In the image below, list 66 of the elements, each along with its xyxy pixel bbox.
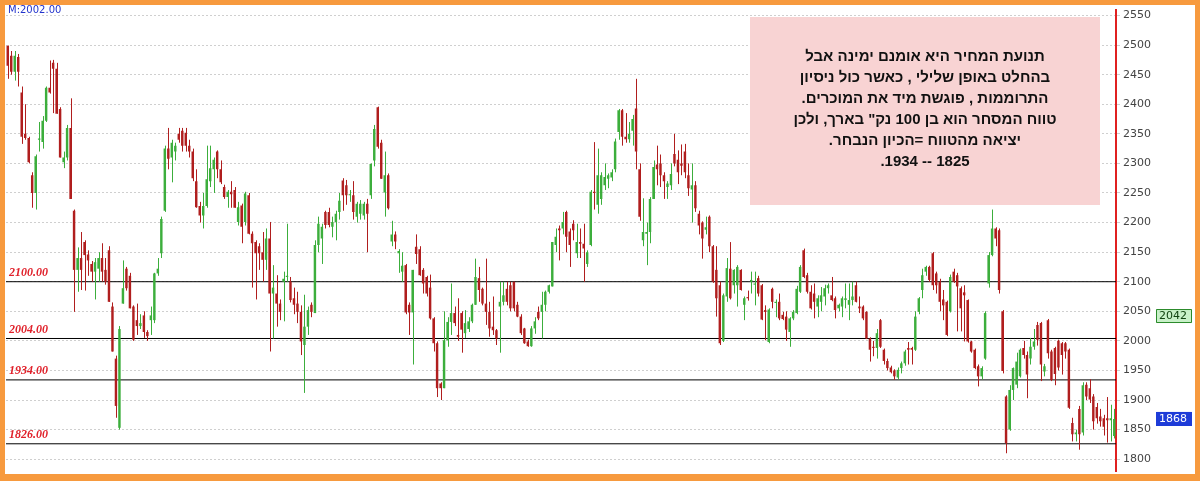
candlestick <box>816 294 819 318</box>
y-tick-label: 2250 <box>1123 185 1152 199</box>
y-tick-label: 1850 <box>1123 422 1152 436</box>
candlestick <box>872 340 875 357</box>
annotation: M:2002.00 <box>8 4 62 15</box>
candlestick <box>750 271 753 295</box>
candlestick <box>275 274 278 328</box>
candlestick <box>317 216 320 253</box>
candlestick <box>921 268 924 299</box>
candlestick <box>289 276 292 303</box>
candlestick <box>352 180 355 221</box>
text: 1868 <box>1159 411 1187 425</box>
candlestick <box>680 143 683 176</box>
candlestick <box>453 306 456 327</box>
candlestick <box>296 291 299 324</box>
candlestick <box>331 216 334 238</box>
candlestick <box>397 248 400 274</box>
ref-line-label: 2004.00 <box>8 321 48 336</box>
ref-line-label: 2100.00 <box>8 264 48 279</box>
candlestick <box>575 223 578 259</box>
y-tick-label: 2500 <box>1123 37 1152 51</box>
candlestick <box>1029 337 1032 366</box>
candlestick <box>359 199 362 221</box>
candlestick <box>76 246 79 293</box>
note-box: תנועת המחיר היא אומנם ימינה אבל בהחלט באופן שלילי , כאשר כול ניסיון התרוממות , פוגשת מיד את המוכרים. טווח המסחר הוא בן 100 נק" בארך, ולכן יציאה מהטווח =הכיון הנבחר. 1825 -- 1934. <box>750 17 1100 205</box>
y-tick-label: 2300 <box>1123 156 1152 170</box>
candlestick <box>456 297 460 342</box>
candlestick <box>1109 404 1112 442</box>
y-tick-label: 2000 <box>1123 333 1152 347</box>
y-tick-label: 2450 <box>1123 67 1152 81</box>
y-tick-label: 1900 <box>1123 392 1152 406</box>
candlestick <box>1032 328 1036 351</box>
y-tick-label: 2150 <box>1123 244 1152 258</box>
y-tick-label: 2200 <box>1123 215 1152 229</box>
candlestick <box>348 189 352 203</box>
candlestick <box>167 127 170 170</box>
candlestick <box>578 227 582 259</box>
candlestick <box>390 220 393 247</box>
candlestick <box>558 225 561 261</box>
candlestick <box>631 114 634 147</box>
candlestick <box>582 223 585 283</box>
y-tick-label: 2100 <box>1123 274 1152 288</box>
candlestick <box>844 282 847 309</box>
y-tick-label: 2050 <box>1123 304 1152 318</box>
candlestick <box>624 112 627 144</box>
y-tick-label: 1800 <box>1123 452 1152 466</box>
candlestick <box>509 281 512 312</box>
candlestick <box>753 271 756 306</box>
candlestick <box>282 271 285 322</box>
y-tick-label: 2550 <box>1123 8 1152 22</box>
text: 2042 <box>1159 308 1187 322</box>
ref-line-label: 1826.00 <box>9 426 48 441</box>
candlestick <box>48 59 51 95</box>
candlestick <box>617 108 620 141</box>
y-tick-label: 2400 <box>1123 97 1152 111</box>
candlestick <box>1071 417 1074 442</box>
candlestick <box>1106 396 1109 444</box>
candlestick <box>345 179 348 206</box>
candlestick <box>788 316 791 348</box>
candlestick <box>1102 414 1106 437</box>
y-tick-label: 2350 <box>1123 126 1152 140</box>
y-tick-label: 1950 <box>1123 363 1152 377</box>
candlestick <box>694 180 697 213</box>
ref-line-label: 1934.00 <box>9 363 48 377</box>
candlestick <box>261 231 264 283</box>
candlestick <box>774 298 777 318</box>
